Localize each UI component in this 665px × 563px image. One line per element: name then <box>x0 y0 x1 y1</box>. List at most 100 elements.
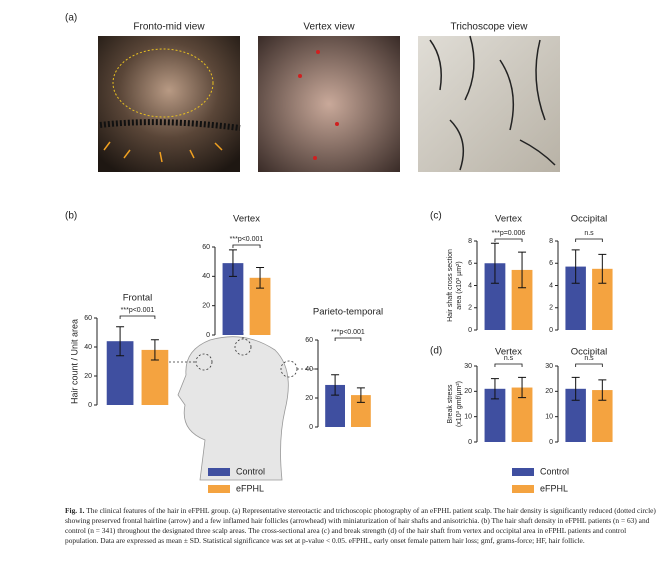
y-tick-label: 40 <box>202 273 210 280</box>
y-axis-label: (x10³ gmf/µm²) <box>456 381 463 427</box>
bar <box>511 387 533 442</box>
y-tick-label: 30 <box>545 363 553 370</box>
significance-bracket <box>494 238 523 242</box>
y-tick-label: 60 <box>305 337 313 344</box>
significance-bracket <box>575 238 603 242</box>
photo-title: Trichoscope view <box>451 22 529 33</box>
annotation: n.s <box>584 230 594 237</box>
error-bar <box>356 387 365 403</box>
y-tick-label: 0 <box>468 439 472 446</box>
y-tick-label: 10 <box>545 414 553 421</box>
figure: (a) (b) (c) (d) Fronto-mid view Vertex v… <box>65 13 613 493</box>
bar <box>351 395 371 427</box>
chart-title: Vertex <box>495 347 522 358</box>
y-tick-label: 4 <box>549 282 553 289</box>
y-tick-label: 10 <box>464 414 472 421</box>
y-tick-label: 0 <box>206 332 210 339</box>
photo-title: Fronto-mid view <box>133 22 205 33</box>
annotation: ***p<0.001 <box>331 329 365 336</box>
y-tick-label: 6 <box>549 260 553 267</box>
y-tick-label: 40 <box>84 344 92 351</box>
chart-title: Frontal <box>123 293 153 304</box>
bar <box>565 266 586 330</box>
error-bar <box>228 249 237 277</box>
y-tick-label: 0 <box>549 439 553 446</box>
y-tick-label: 2 <box>468 305 472 312</box>
y-tick-label: 20 <box>84 373 92 380</box>
bar <box>592 390 613 442</box>
panel-label: (a) <box>65 13 77 24</box>
legend-swatch <box>208 468 230 476</box>
photo <box>98 36 241 172</box>
error-bar <box>598 379 607 401</box>
significance-bracket <box>334 337 362 341</box>
photo <box>418 35 560 172</box>
error-bar <box>518 376 527 399</box>
annotation: ***p=0.006 <box>492 230 526 237</box>
bar <box>325 384 345 427</box>
chart-title: Parieto-temporal <box>313 307 383 318</box>
bar <box>592 268 613 330</box>
caption: Fig. 1. The clinical features of the hai… <box>65 506 660 546</box>
significance-bracket <box>575 363 603 367</box>
error-bar <box>116 326 125 357</box>
y-tick-label: 8 <box>468 238 472 245</box>
error-bar <box>150 339 159 361</box>
y-tick-label: 8 <box>549 238 553 245</box>
error-bar <box>571 376 580 401</box>
y-tick-label: 20 <box>545 388 553 395</box>
panel-label: (d) <box>430 346 442 357</box>
bar <box>249 277 271 335</box>
error-bar <box>490 242 499 284</box>
y-tick-label: 0 <box>468 327 472 334</box>
annotation: ***p<0.001 <box>121 307 155 314</box>
significance-bracket <box>119 315 156 319</box>
y-axis-label: Break stress <box>447 384 454 423</box>
legend-swatch <box>512 468 534 476</box>
y-tick-label: 40 <box>305 366 313 373</box>
annotation: n.s <box>504 355 514 362</box>
y-axis-label: Hair count / Unit area <box>69 319 79 404</box>
chart-title: Vertex <box>495 214 522 225</box>
y-tick-label: 2 <box>549 305 553 312</box>
y-tick-label: 6 <box>468 260 472 267</box>
panel-label: (c) <box>430 211 442 222</box>
legend-swatch <box>208 485 230 493</box>
y-tick-label: 20 <box>464 388 472 395</box>
y-tick-label: 0 <box>549 327 553 334</box>
chart-title: Occipital <box>571 347 607 358</box>
head-diagram <box>165 330 318 481</box>
y-tick-label: 30 <box>464 363 472 370</box>
panel-label: (b) <box>65 211 77 222</box>
bar <box>484 388 506 442</box>
chart-title: Vertex <box>233 214 260 225</box>
bar <box>484 263 506 330</box>
error-bar <box>331 374 340 396</box>
y-tick-label: 60 <box>84 315 92 322</box>
annotation: n.s <box>584 355 594 362</box>
significance-bracket <box>232 244 261 248</box>
annotation: ***p<0.001 <box>230 236 264 243</box>
caption-label: Fig. 1. <box>65 506 85 515</box>
photo <box>258 36 400 172</box>
y-axis-label: Hair shaft cross section <box>447 249 454 322</box>
legend-label: Control <box>540 466 569 476</box>
y-tick-label: 20 <box>305 395 313 402</box>
y-tick-label: 4 <box>468 282 472 289</box>
legend-label: eFPHL <box>540 483 568 493</box>
error-bar <box>571 249 580 284</box>
bar <box>565 388 586 442</box>
error-bar <box>518 251 527 289</box>
chart-title: Occipital <box>571 214 607 225</box>
y-tick-label: 20 <box>202 303 210 310</box>
photo-title: Vertex view <box>303 22 355 33</box>
bar <box>222 263 244 335</box>
legend-label: Control <box>236 466 265 476</box>
bar <box>511 269 533 330</box>
legend-swatch <box>512 485 534 493</box>
y-tick-label: 0 <box>309 424 313 431</box>
significance-bracket <box>494 363 523 367</box>
caption-text: The clinical features of the hair in eFP… <box>65 506 656 545</box>
legend-label: eFPHL <box>236 483 264 493</box>
